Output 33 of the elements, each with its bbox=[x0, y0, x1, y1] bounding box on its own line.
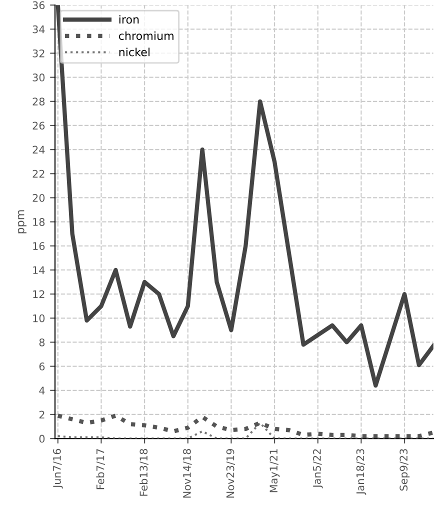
y-tick-label: 12 bbox=[33, 290, 44, 298]
x-tick-label: Sep9/23 bbox=[400, 449, 410, 491]
y-tick-label: 16 bbox=[33, 242, 45, 250]
y-tick-label: 30 bbox=[32, 74, 45, 82]
x-tick-label: Nov23/19 bbox=[226, 449, 236, 498]
x-tick-label: Feb13/18 bbox=[140, 448, 148, 496]
y-tick-label: 20 bbox=[32, 194, 45, 202]
y-tick-label: 34 bbox=[32, 25, 45, 34]
legend-label: chromium bbox=[118, 31, 174, 40]
legend-label: nickel bbox=[119, 48, 150, 56]
x-tick-label: Jan5/22 bbox=[313, 449, 323, 488]
y-tick-label: 32 bbox=[32, 49, 44, 58]
y-tick-label: 4 bbox=[39, 386, 45, 394]
y-tick-label: 22 bbox=[32, 170, 44, 178]
y-tick-label: 36 bbox=[32, 1, 45, 10]
y-tick-label: 0 bbox=[39, 434, 45, 443]
y-tick-label: 10 bbox=[33, 314, 45, 322]
y-tick-label: 14 bbox=[33, 266, 45, 274]
x-tick-label: Jun7/16 bbox=[53, 448, 63, 488]
y-tick-label: 28 bbox=[32, 98, 45, 106]
x-tick-label: Jan18/23 bbox=[356, 449, 366, 495]
y-axis-title: ppm bbox=[18, 210, 26, 234]
y-tick-label: 8 bbox=[39, 338, 45, 346]
y-tick-label: 26 bbox=[32, 122, 45, 130]
x-tick-label: Feb7/17 bbox=[96, 449, 106, 490]
legend-label: iron bbox=[119, 15, 139, 24]
line-series bbox=[56, 422, 434, 439]
y-tick-label: 24 bbox=[32, 146, 45, 154]
y-tick-label: 2 bbox=[39, 410, 44, 418]
y-tick-label: 6 bbox=[39, 362, 45, 370]
y-tick-label: 18 bbox=[33, 218, 45, 226]
x-tick-label: Nov14/18 bbox=[183, 448, 192, 498]
x-tick-label: May1/21 bbox=[270, 449, 280, 492]
